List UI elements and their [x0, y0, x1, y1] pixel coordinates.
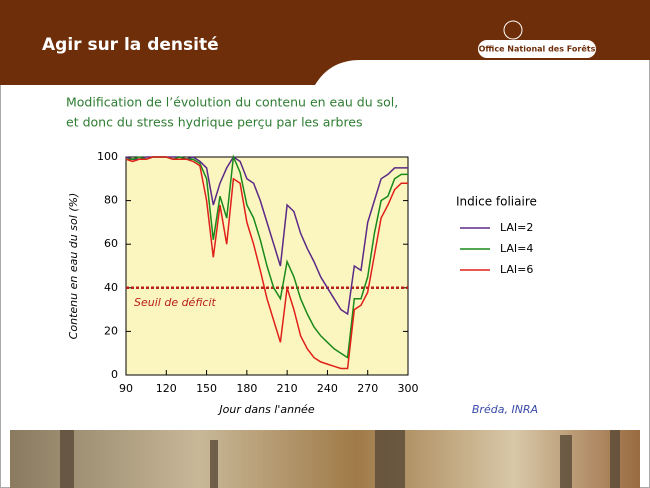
y-tick-label: 40 [104, 281, 118, 294]
x-tick-label: 300 [398, 382, 419, 395]
x-tick-label: 150 [196, 382, 217, 395]
y-axis-label: Contenu en eau du sol (%) [67, 193, 80, 340]
x-tick-label: 270 [357, 382, 378, 395]
x-tick-label: 210 [277, 382, 298, 395]
legend-title: Indice foliaire [456, 195, 537, 209]
forest-photo [10, 430, 640, 488]
y-tick-label: 60 [104, 237, 118, 250]
x-tick-label: 180 [236, 382, 257, 395]
y-tick-label: 0 [111, 368, 118, 381]
series-line [125, 155, 408, 316]
subtitle: et donc du stress hydrique perçu par les… [66, 115, 363, 130]
y-tick-label: 20 [104, 324, 118, 337]
x-axis-label: Jour dans l'année [217, 403, 314, 416]
tree-trunks [60, 430, 620, 488]
threshold-label: Seuil de déficit [134, 296, 217, 309]
y-tick-label: 100 [97, 150, 118, 163]
subtitle: Modification de l’évolution du contenu e… [66, 95, 398, 110]
credit: Bréda, INRA [472, 403, 538, 416]
chart: 0 20 40 60 80 100 90 120 150 180 210 240 270 300 Jour … [67, 150, 537, 416]
header-band [0, 0, 650, 85]
x-tick-label: 240 [317, 382, 338, 395]
slide-title: Agir sur la densité [42, 35, 219, 55]
x-tick-label: 90 [119, 382, 133, 395]
logo-icon [503, 20, 523, 40]
logo-pill [478, 40, 596, 58]
legend-label: LAI=4 [500, 242, 533, 255]
y-tick-label: 80 [104, 194, 118, 207]
logo-text: Office National des Forêts [479, 44, 596, 54]
x-tick-label: 120 [156, 382, 177, 395]
legend-label: LAI=2 [500, 221, 533, 234]
series-line [125, 156, 408, 370]
legend-label: LAI=6 [500, 263, 533, 276]
